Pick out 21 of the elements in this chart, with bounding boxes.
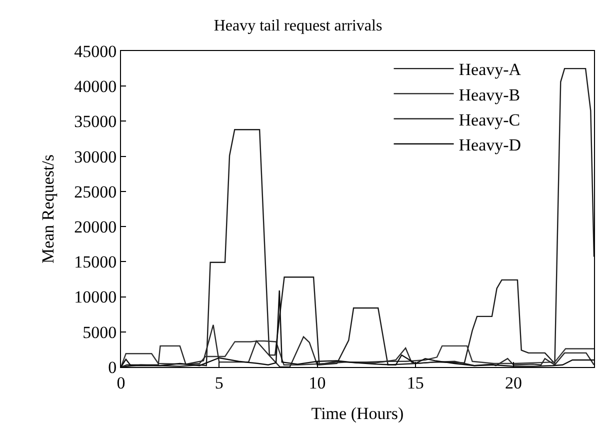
y-tick-label: 20000 <box>74 218 117 237</box>
y-tick-label: 15000 <box>74 252 117 272</box>
legend-label: Heavy-B <box>458 85 520 104</box>
x-axis-title: Time (Hours) <box>311 404 404 423</box>
y-tick-label: 0 <box>108 358 117 377</box>
legend-label: Heavy-D <box>458 135 522 154</box>
x-tick-label: 10 <box>308 373 326 392</box>
x-tick-label: 5 <box>214 373 224 392</box>
legend-label: Heavy-A <box>458 60 522 80</box>
legend-label: Heavy-C <box>458 110 520 130</box>
y-tick-label: 10000 <box>74 288 117 307</box>
y-axis-title: Mean Request/s <box>38 154 58 264</box>
y-tick-label: 30000 <box>74 147 117 166</box>
x-tick-label: 15 <box>406 373 424 392</box>
x-tick-label: 20 <box>505 373 522 392</box>
y-tick-label: 40000 <box>74 77 117 96</box>
y-tick-label: 5000 <box>82 322 117 342</box>
chart-title: Heavy tail request arrivals <box>214 18 382 35</box>
y-tick-label: 45000 <box>74 42 117 61</box>
y-tick-label: 35000 <box>74 112 117 132</box>
y-tick-label: 25000 <box>74 182 117 202</box>
